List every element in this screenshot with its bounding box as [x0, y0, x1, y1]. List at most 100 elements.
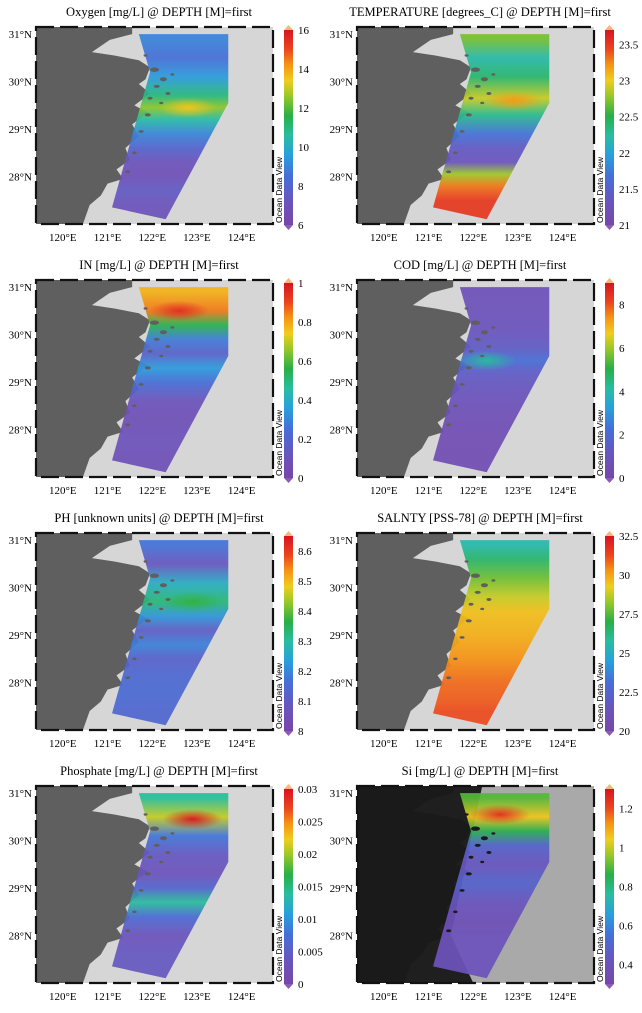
- colorbar: [605, 789, 614, 984]
- island: [480, 101, 485, 105]
- x-tick-label: 123°E: [504, 738, 532, 750]
- map-frame: [355, 278, 596, 479]
- island: [144, 366, 151, 370]
- island: [153, 843, 160, 847]
- island: [165, 597, 171, 601]
- field-hotspot: [158, 97, 219, 118]
- island: [465, 366, 472, 370]
- island: [147, 855, 153, 859]
- chart-title: TEMPERATURE [degrees_C] @ DEPTH [M]=firs…: [349, 5, 611, 19]
- island: [159, 330, 167, 335]
- island: [132, 151, 137, 155]
- chart-panel: Si [mg/L] @ DEPTH [M]=first 120°E 121°E 122…: [321, 759, 642, 1012]
- colorbar-tick-label: 0.6: [298, 356, 312, 368]
- x-tick-label: 121°E: [415, 232, 443, 244]
- x-tick-label: 120°E: [49, 485, 77, 497]
- data-field: [112, 540, 229, 726]
- colorbar-tick-label: 8: [298, 726, 304, 738]
- colorbar-label: Ocean Data View: [274, 662, 284, 729]
- island: [150, 67, 159, 72]
- island: [468, 349, 474, 353]
- colorbar-tick-label: 0.8: [619, 882, 633, 894]
- colorbar-tick-label: 0: [298, 473, 304, 485]
- island: [150, 573, 159, 578]
- colorbar-min-arrow: [605, 225, 614, 230]
- island: [138, 383, 144, 386]
- field-hotspot: [470, 804, 531, 825]
- y-tick-label: 29°N: [9, 377, 32, 389]
- island: [480, 860, 485, 864]
- island: [159, 354, 164, 358]
- island: [143, 560, 148, 563]
- field-hotspot: [149, 300, 210, 321]
- chart-title: Oxygen [mg/L] @ DEPTH [M]=first: [66, 5, 252, 19]
- colorbar-tick-label: 0: [298, 979, 304, 991]
- island: [147, 349, 153, 353]
- y-tick-label: 29°N: [330, 883, 353, 895]
- island: [159, 836, 167, 841]
- land-mass: [36, 27, 151, 224]
- x-tick-label: 122°E: [459, 232, 487, 244]
- island: [150, 826, 159, 831]
- colorbar-tick-label: 21.5: [619, 184, 639, 196]
- colorbar-min-arrow: [284, 225, 293, 230]
- colorbar: [605, 283, 614, 478]
- x-tick-label: 123°E: [504, 232, 532, 244]
- x-tick-label: 123°E: [183, 485, 211, 497]
- island: [480, 77, 488, 82]
- x-tick-label: 121°E: [94, 738, 122, 750]
- chart-title: IN [mg/L] @ DEPTH [M]=first: [79, 258, 239, 272]
- y-tick-label: 28°N: [9, 931, 32, 943]
- x-tick-label: 120°E: [49, 232, 77, 244]
- x-tick-label: 121°E: [415, 991, 443, 1003]
- island: [138, 636, 144, 639]
- colorbar-tick-label: 6: [298, 220, 304, 232]
- colorbar-label: Ocean Data View: [274, 915, 284, 982]
- colorbar-tick-label: 1.2: [619, 804, 633, 816]
- chart-svg: PH [unknown units] @ DEPTH [M]=first 120°…: [9, 511, 313, 750]
- x-tick-label: 121°E: [94, 232, 122, 244]
- data-field: [433, 34, 550, 220]
- colorbar-tick-label: 8.2: [298, 666, 312, 678]
- island: [453, 910, 458, 914]
- colorbar-label: Ocean Data View: [595, 662, 605, 729]
- island: [153, 337, 160, 341]
- land-mass: [36, 533, 151, 730]
- island: [465, 872, 472, 876]
- land-mass: [357, 27, 472, 224]
- field-hotspot: [162, 591, 223, 612]
- data-field: [112, 287, 229, 473]
- colorbar-tick-label: 8.4: [298, 606, 312, 618]
- colorbar-tick-label: 23.5: [619, 39, 639, 51]
- field-hotspot: [483, 90, 544, 111]
- island: [147, 602, 153, 606]
- island: [446, 676, 452, 680]
- island: [491, 73, 496, 76]
- y-tick-label: 31°N: [330, 788, 353, 800]
- colorbar-tick-label: 8.5: [298, 576, 312, 588]
- island: [459, 383, 465, 386]
- y-tick-label: 29°N: [9, 124, 32, 136]
- colorbar-tick-label: 0.005: [298, 947, 323, 959]
- island: [144, 619, 151, 623]
- island: [143, 307, 148, 310]
- y-tick-label: 29°N: [330, 377, 353, 389]
- y-tick-label: 30°N: [9, 836, 32, 848]
- y-tick-label: 30°N: [330, 330, 353, 342]
- colorbar-label: Ocean Data View: [274, 156, 284, 223]
- land-mass: [36, 280, 151, 477]
- colorbar-tick-label: 8.1: [298, 696, 312, 708]
- island: [138, 889, 144, 892]
- island: [486, 597, 492, 601]
- island: [165, 91, 171, 95]
- x-tick-label: 123°E: [183, 232, 211, 244]
- island: [464, 307, 469, 310]
- x-tick-label: 120°E: [370, 485, 398, 497]
- x-tick-label: 122°E: [138, 232, 166, 244]
- island: [125, 929, 131, 933]
- chart-panel: Oxygen [mg/L] @ DEPTH [M]=first 120°E 121°…: [0, 0, 321, 253]
- x-tick-label: 124°E: [549, 232, 577, 244]
- colorbar-min-arrow: [284, 731, 293, 736]
- island: [132, 910, 137, 914]
- chart-panel: COD [mg/L] @ DEPTH [M]=first 120°E 121°E 12…: [321, 253, 642, 506]
